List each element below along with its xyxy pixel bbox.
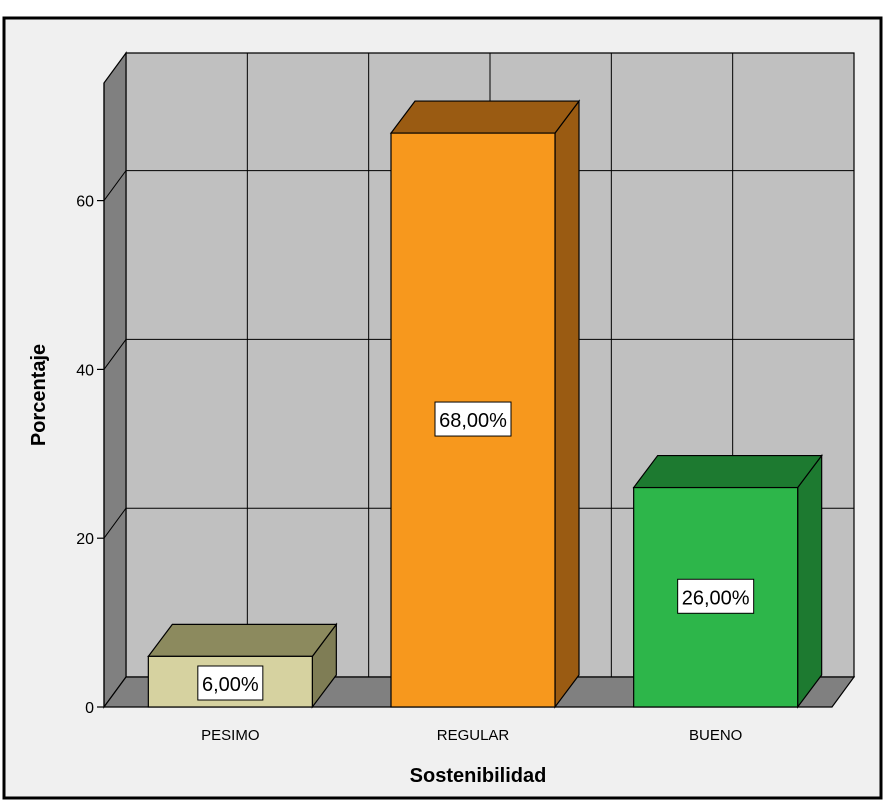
data-label-text-1: 68,00% <box>439 410 507 432</box>
data-label-text-0: 6,00% <box>202 674 259 696</box>
data-label-box-1 <box>434 401 512 437</box>
y-axis: 0 20 40 60 <box>76 83 105 717</box>
x-axis-title: Sostenibilidad <box>410 765 547 787</box>
y-tick-label-1: 20 <box>76 531 94 548</box>
bar-regular <box>389 99 581 709</box>
x-tick-label-2: BUENO <box>689 727 742 744</box>
side-wall <box>103 51 127 709</box>
bars <box>147 99 823 709</box>
bar-side-1 <box>554 99 580 709</box>
data-label-1: 68,00% <box>434 401 512 437</box>
data-label-box-0 <box>197 665 264 701</box>
x-tick-label-0: PESIMO <box>201 727 259 744</box>
x-axis: PESIMO REGULAR BUENO <box>201 727 742 744</box>
y-axis-title: Porcentaje <box>28 344 50 446</box>
y-tick-label-3: 60 <box>76 194 94 211</box>
bar-side-2 <box>797 453 823 709</box>
data-labels: 6,00% 68,00% 26,00% <box>197 401 755 701</box>
bar-top-2 <box>632 454 823 489</box>
bar-top-1 <box>389 100 581 134</box>
data-label-2: 26,00% <box>677 578 755 614</box>
x-tick-label-1: REGULAR <box>437 727 510 744</box>
data-label-box-2 <box>677 578 755 614</box>
y-tick-label-2: 40 <box>76 362 94 379</box>
y-tick-label-0: 0 <box>85 700 94 717</box>
data-label-text-2: 26,00% <box>682 587 750 609</box>
data-label-0: 6,00% <box>197 665 264 701</box>
bar-top-0 <box>147 623 338 657</box>
